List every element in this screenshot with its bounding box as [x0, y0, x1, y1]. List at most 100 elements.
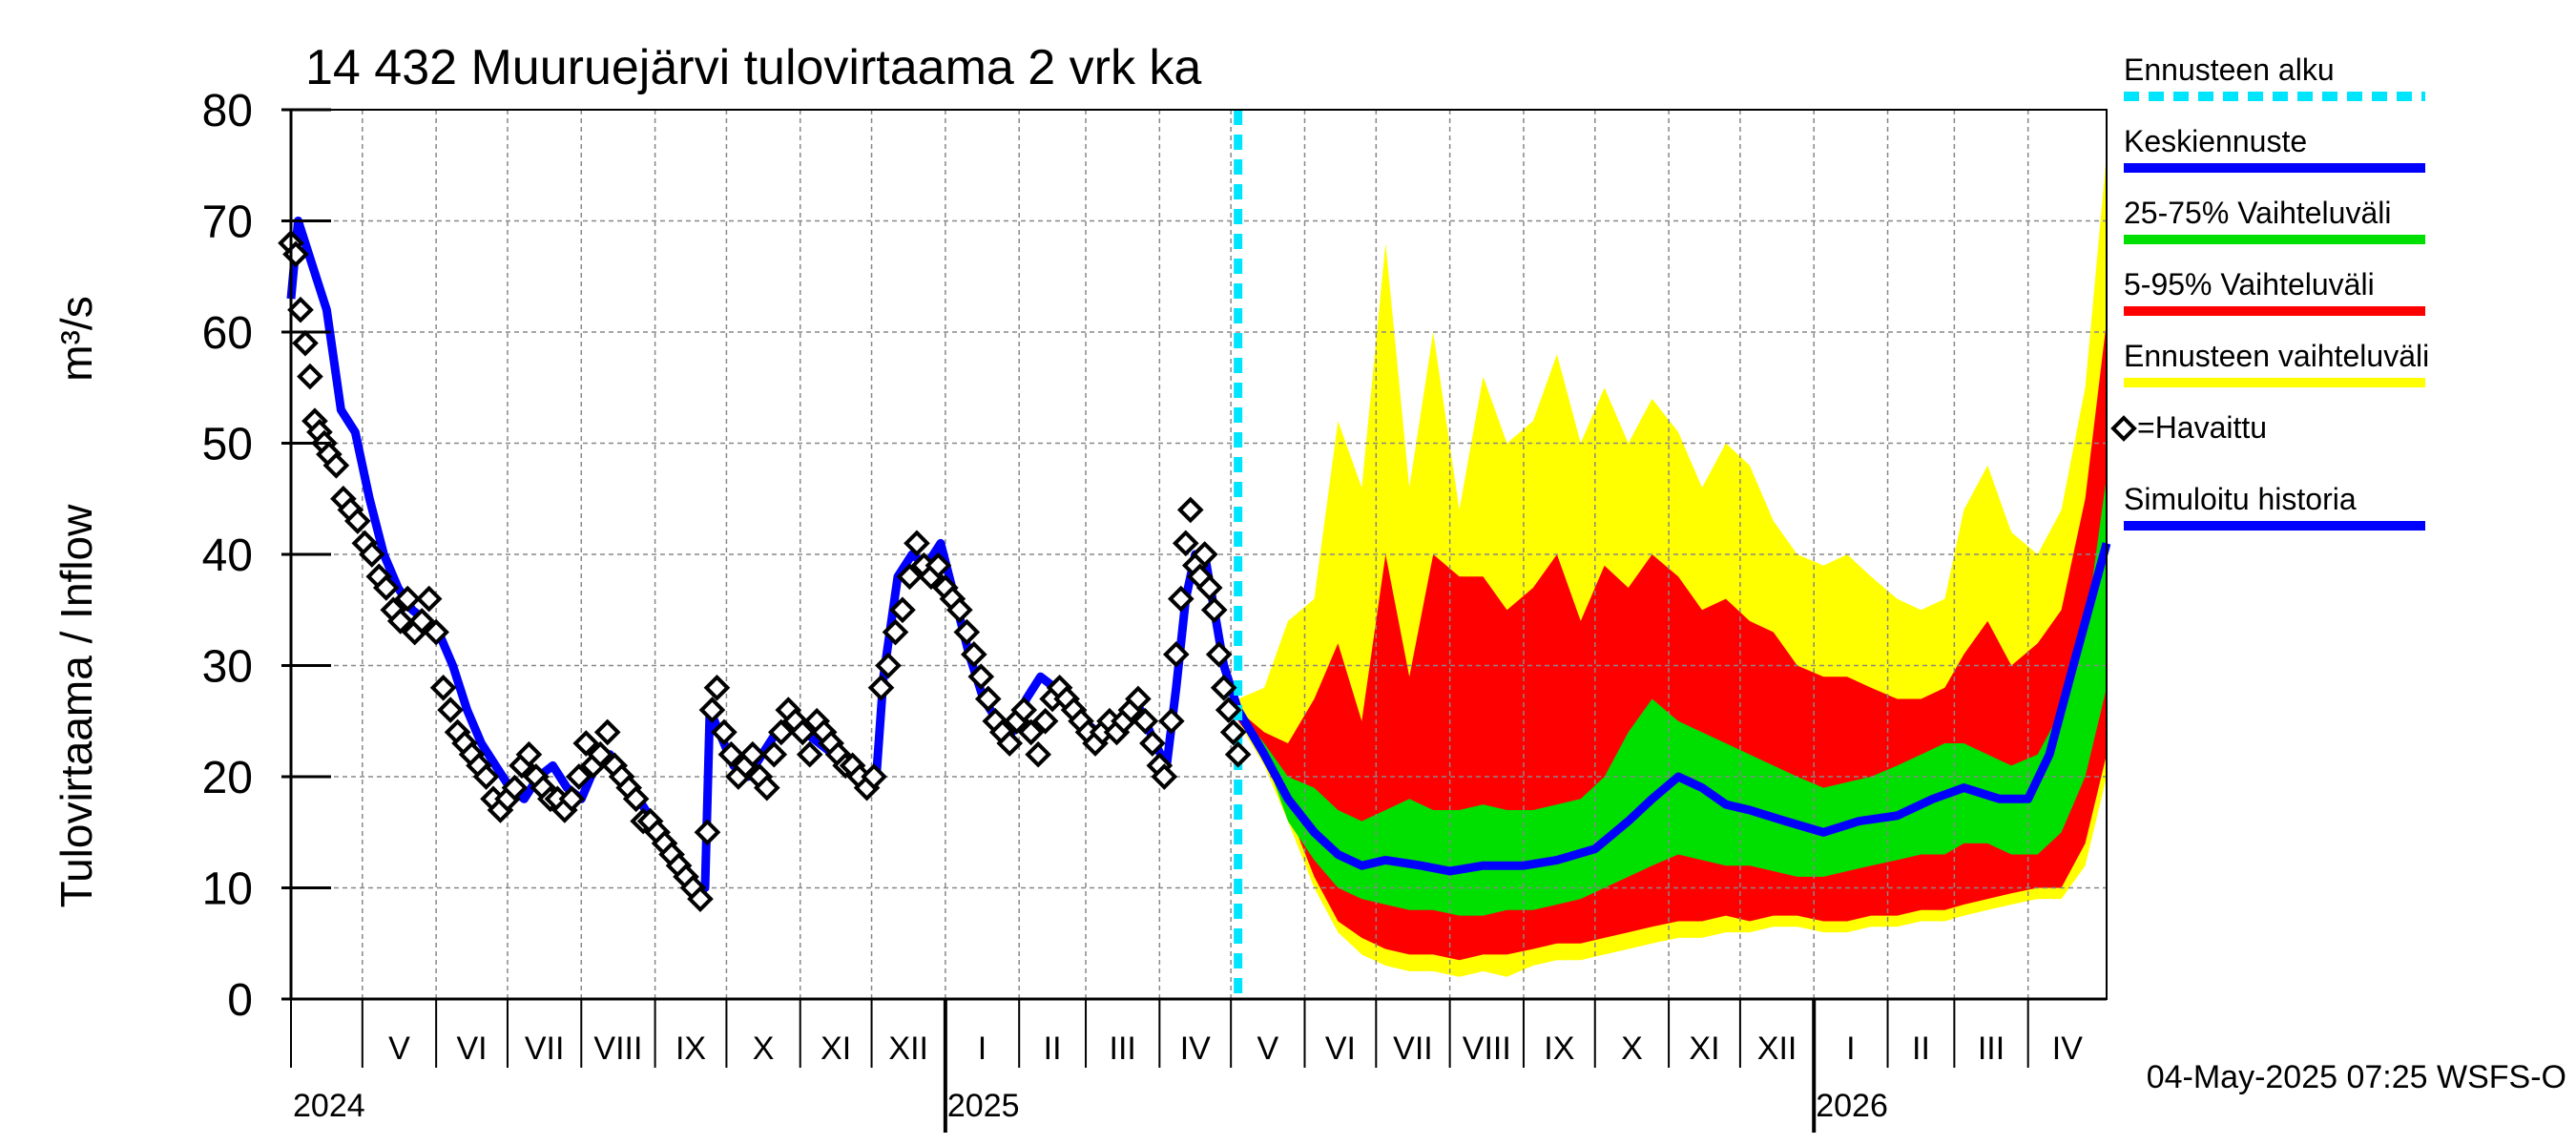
- observed-point: [796, 740, 823, 768]
- y-tick-label: 40: [202, 531, 253, 581]
- observed-point: [687, 885, 714, 912]
- observed-point: [472, 763, 500, 790]
- x-month-label: III: [1978, 1030, 2005, 1067]
- observed-point: [1172, 530, 1199, 557]
- x-month-label: XII: [888, 1030, 928, 1067]
- observed-point: [394, 585, 422, 613]
- observed-point: [292, 329, 319, 357]
- x-month-label: IX: [1544, 1030, 1574, 1067]
- y-tick-label: 60: [202, 308, 253, 359]
- observed-markers: [278, 229, 1252, 912]
- y-tick-label: 70: [202, 198, 253, 248]
- observed-point: [739, 740, 766, 768]
- x-month-label: V: [388, 1030, 410, 1067]
- observed-point: [1151, 763, 1178, 790]
- observed-point: [896, 563, 924, 591]
- x-month-label: VII: [525, 1030, 565, 1067]
- x-month-label: IX: [675, 1030, 706, 1067]
- legend-label: Ennusteen vaihteluväli: [2124, 339, 2429, 373]
- observed-point: [437, 697, 464, 723]
- observed-point: [1010, 697, 1038, 723]
- observed-point: [1031, 707, 1059, 735]
- x-month-label: III: [1110, 1030, 1136, 1067]
- x-month-label: VIII: [593, 1030, 642, 1067]
- observed-point: [593, 718, 621, 746]
- observed-point: [408, 608, 436, 635]
- x-year-label: 2025: [947, 1088, 1020, 1124]
- observed-point: [1167, 585, 1195, 613]
- observed-point: [1157, 707, 1185, 735]
- observed-point: [1210, 674, 1237, 701]
- observed-point: [558, 785, 586, 813]
- observed-point: [1017, 718, 1045, 746]
- observed-point: [622, 785, 650, 813]
- x-month-label: VII: [1393, 1030, 1433, 1067]
- observed-point: [960, 641, 987, 668]
- x-month-label: X: [1621, 1030, 1643, 1067]
- observed-point: [1224, 740, 1252, 768]
- observed-point: [1191, 541, 1218, 568]
- observed-point: [703, 674, 731, 701]
- observed-point: [572, 730, 600, 757]
- x-month-label: VI: [456, 1030, 487, 1067]
- x-axis: V VI VII VIII IX X XI XII I II III IV V VI VII VIII IX X X…: [290, 999, 2083, 1133]
- y-axis-unit: m³/s: [52, 296, 101, 381]
- observed-point: [501, 774, 529, 802]
- observed-point: [946, 596, 973, 624]
- observed-point: [694, 819, 721, 846]
- y-axis-label: Tulovirtaama / Inflow: [52, 504, 101, 907]
- observed-point: [861, 763, 887, 790]
- x-month-label: VIII: [1463, 1030, 1511, 1067]
- observed-point: [322, 451, 350, 479]
- observed-point: [1132, 707, 1159, 735]
- observed-point: [1162, 641, 1190, 668]
- observed-point: [1200, 596, 1228, 624]
- observed-point: [904, 530, 930, 557]
- observed-point: [867, 674, 895, 701]
- x-month-label: II: [1912, 1030, 1930, 1067]
- x-month-label: I: [1846, 1030, 1855, 1067]
- observed-point: [996, 730, 1024, 757]
- observed-point: [344, 508, 371, 534]
- observed-point: [789, 718, 817, 746]
- y-tick-label: 50: [202, 420, 253, 470]
- observed-point: [753, 774, 780, 802]
- legend-label: 5-95% Vaihteluväli: [2124, 267, 2375, 302]
- observed-point: [429, 674, 457, 701]
- y-tick-label: 10: [202, 864, 253, 915]
- x-year-label: 2024: [293, 1088, 365, 1124]
- observed-point: [1219, 718, 1247, 746]
- observed-point: [1139, 730, 1166, 757]
- legend-label: Simuloitu historia: [2124, 482, 2357, 516]
- observed-point: [1025, 740, 1051, 768]
- observed-point: [515, 740, 543, 768]
- observed-point: [358, 541, 385, 568]
- observed-point: [1215, 697, 1242, 723]
- observed-point: [953, 618, 981, 646]
- y-tick-label: 80: [202, 86, 253, 136]
- legend-label: Keskiennuste: [2124, 124, 2307, 158]
- footer-timestamp: 04-May-2025 07:25 WSFS-O: [2147, 1059, 2566, 1095]
- chart-title: 14 432 Muuruejärvi tulovirtaama 2 vrk ka: [305, 40, 1201, 95]
- observed-point: [882, 618, 909, 646]
- x-month-label: X: [753, 1030, 775, 1067]
- observed-point: [760, 740, 788, 768]
- x-month-label: VI: [1325, 1030, 1356, 1067]
- x-month-label: IV: [1180, 1030, 1211, 1067]
- observed-point: [587, 740, 614, 768]
- observed-point: [767, 718, 795, 746]
- plot-area: [278, 109, 2111, 1001]
- forecast-bands: [1237, 154, 2107, 977]
- observed-point: [297, 363, 323, 390]
- observed-point: [698, 697, 726, 723]
- observed-point: [287, 296, 314, 323]
- observed-point: [889, 596, 916, 624]
- legend: Ennusteen alku Keskiennuste 25-75% Vaihtel…: [2110, 52, 2429, 531]
- observed-point: [565, 763, 592, 790]
- observed-point: [974, 685, 1002, 713]
- observed-point: [423, 618, 449, 646]
- x-month-label: XII: [1757, 1030, 1797, 1067]
- observed-point: [924, 552, 952, 579]
- y-tick-label: 20: [202, 753, 253, 803]
- legend-marker-observed: [2110, 415, 2137, 442]
